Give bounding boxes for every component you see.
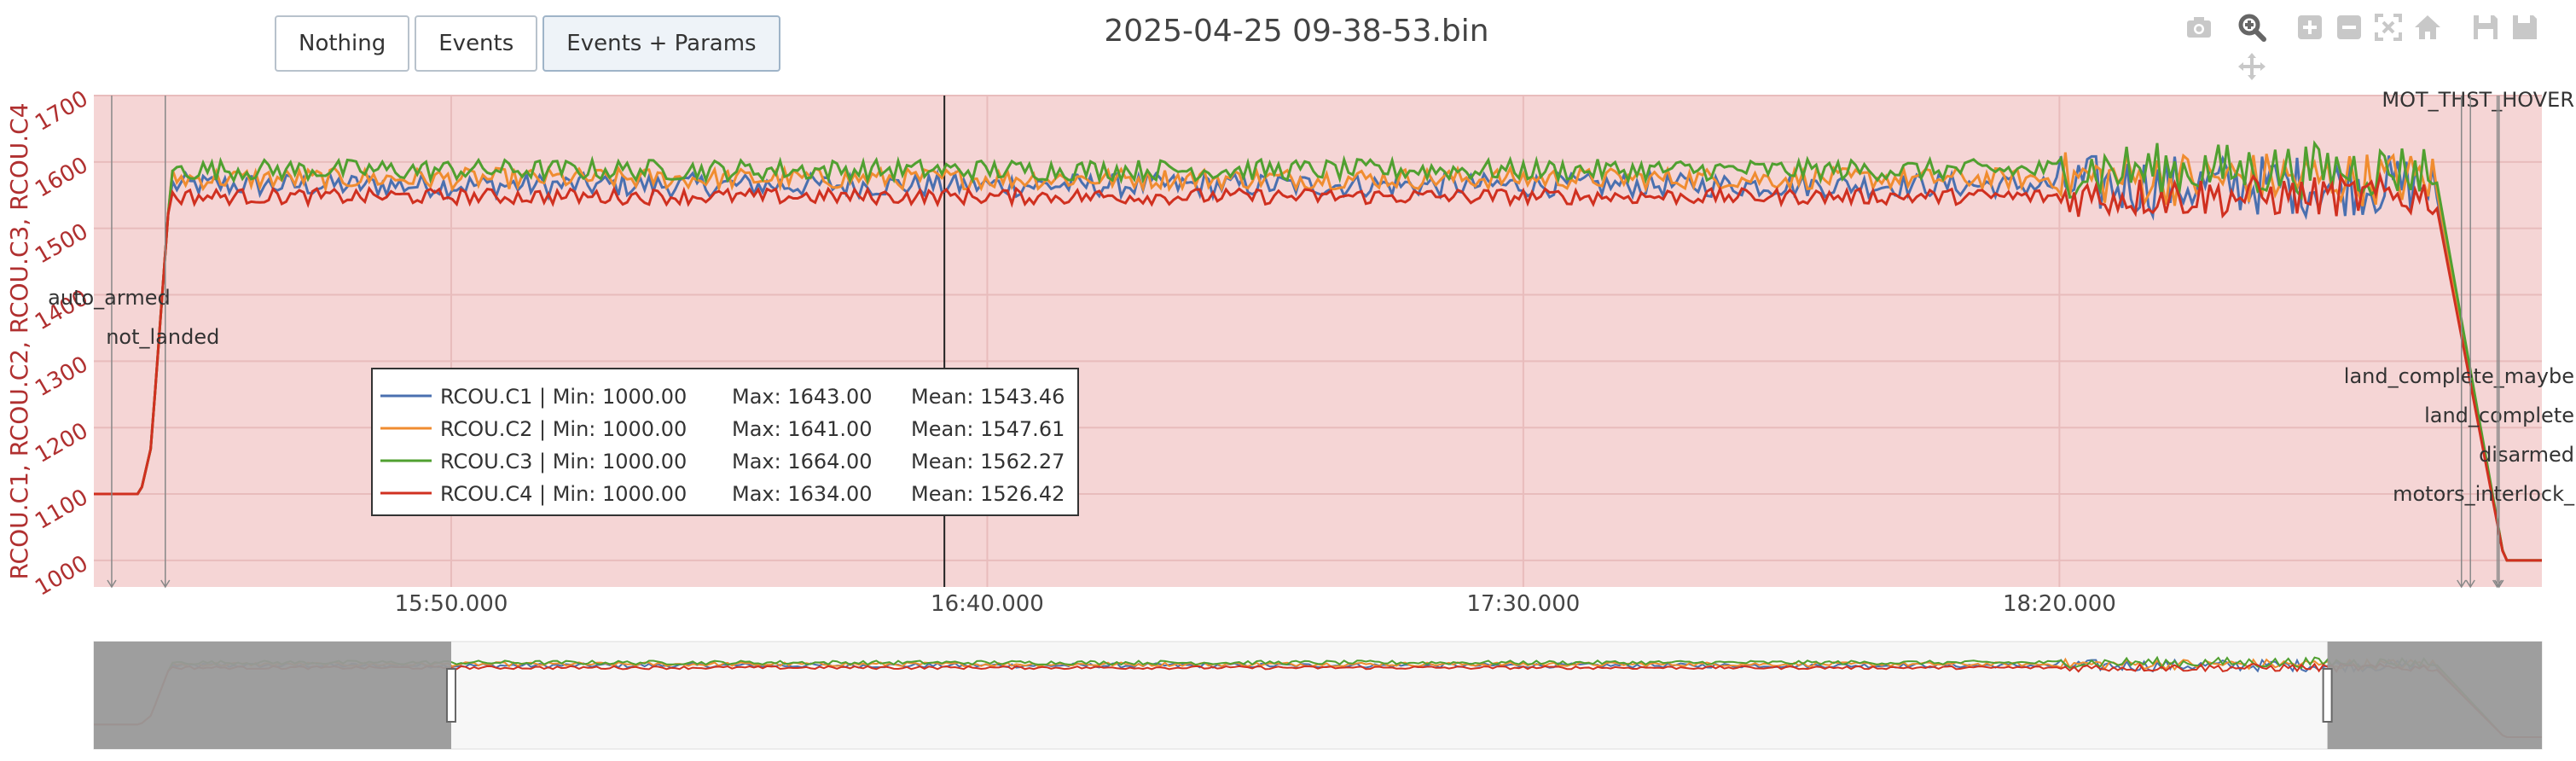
event-arrow [107,579,117,589]
event-arrow [2494,579,2504,589]
legend-entry-max: Max: 1641.00 [732,417,873,441]
event-label: disarmed [2479,443,2574,467]
legend: RCOU.C1 | Min: 1000.00 Max: 1643.00 Mean: … [371,368,1079,516]
chart-title: 2025-04-25 09-38-53.bin [1104,14,1489,49]
save-icon[interactable] [2470,12,2501,43]
zoom-icon[interactable] [2237,12,2267,43]
zoom-out-icon[interactable] [2334,12,2364,43]
range-handle-right[interactable] [2322,668,2333,723]
range-shade-left [94,642,451,749]
legend-box [371,368,1079,516]
legend-entry-name: RCOU.C1 | Min: 1000.00 [440,385,687,409]
legend-entry-max: Max: 1634.00 [732,482,873,506]
range-series-line [94,662,2542,739]
event-label: motors_interlock_ [2393,482,2575,506]
y-tick-label: 1200 [31,418,92,468]
events-params-button[interactable]: Events + Params [542,15,780,72]
y-tick-label: 1000 [31,551,92,601]
event-arrow [2457,579,2467,589]
event-label: auto_armed [48,286,171,310]
event-arrow [2465,579,2475,589]
range-handle-left[interactable] [445,668,456,723]
event-label: MOT_THST_HOVER [2382,88,2574,112]
range-shade-right [2327,642,2542,749]
home-icon[interactable] [2412,12,2443,43]
legend-entry-mean: Mean: 1562.27 [911,450,1065,473]
y-tick-label: 1300 [31,351,92,402]
y-tick-label: 1500 [31,218,92,269]
range-slider [93,641,2543,750]
legend-entry-max: Max: 1664.00 [732,450,873,473]
y-tick-label: 1700 [31,86,92,137]
legend-entry-mean: Mean: 1547.61 [911,417,1065,441]
legend-entry-name: RCOU.C4 | Min: 1000.00 [440,482,687,506]
series-line-rcou-c3 [94,140,2542,562]
legend-entry-max: Max: 1643.00 [732,385,873,409]
x-tick-label: 18:20.000 [2003,591,2116,617]
x-tick-label: 15:50.000 [395,591,508,617]
y-tick-label: 1600 [31,153,92,203]
y-tick-label: 1100 [31,485,92,535]
range-slider-bg [93,641,2543,750]
y-axis-label: RCOU.C1, RCOU.C2, RCOU.C3, RCOU.C4 [5,102,33,579]
range-series-line [94,655,2542,739]
x-tick-label: 17:30.000 [1466,591,1580,617]
save-alt-icon[interactable] [2509,12,2540,43]
series-line-rcou-c1 [94,154,2542,562]
series-line-rcou-c4 [94,171,2542,562]
event-arrow [160,579,171,589]
legend-entry-name: RCOU.C2 | Min: 1000.00 [440,417,687,441]
zoom-in-icon[interactable] [2295,12,2325,43]
x-tick-label: 16:40.000 [931,591,1044,617]
nothing-button[interactable]: Nothing [275,15,410,72]
autoscale-icon[interactable] [2373,12,2404,43]
legend-entry-mean: Mean: 1543.46 [911,385,1065,409]
event-label: not_landed [106,325,219,349]
camera-icon[interactable] [2184,12,2214,43]
legend-entry-name: RCOU.C3 | Min: 1000.00 [440,450,687,473]
legend-entry-mean: Mean: 1526.42 [911,482,1065,506]
pan-icon[interactable] [2237,51,2267,82]
event-arrow [2492,579,2503,589]
event-label: land_complete_maybe [2344,364,2574,388]
events-button[interactable]: Events [415,15,538,72]
event-mode-buttons: Nothing Events Events + Params [275,15,780,72]
